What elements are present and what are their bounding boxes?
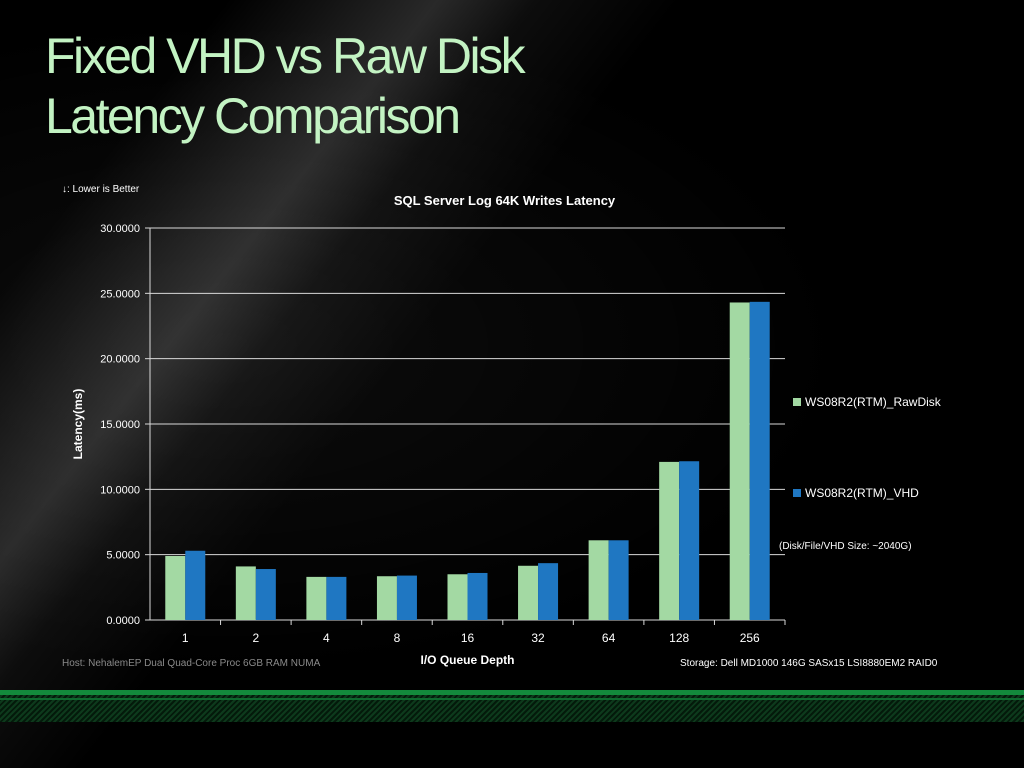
bar-rawdisk: [659, 461, 680, 620]
bar-vhd: [608, 540, 629, 620]
bar-rawdisk: [306, 576, 327, 620]
host-note: Host: NehalemEP Dual Quad-Core Proc 6GB …: [62, 658, 321, 669]
disk-size-note: (Disk/File/VHD Size: ~2040G): [779, 541, 912, 552]
slide-title-line1: Fixed VHD vs Raw Disk: [45, 28, 526, 84]
x-axis-label: I/O Queue Depth: [420, 653, 514, 667]
y-axis-label: Latency(ms): [71, 389, 85, 460]
x-tick-label: 128: [669, 631, 689, 645]
x-tick-label: 4: [323, 631, 330, 645]
bar-rawdisk: [729, 302, 750, 620]
footer-band: [0, 690, 1024, 722]
slide-title: Fixed VHD vs Raw Disk Latency Comparison: [45, 26, 526, 146]
x-tick-label: 32: [531, 631, 545, 645]
x-tick-label: 2: [252, 631, 259, 645]
lower-is-better-note: ↓: Lower is Better: [62, 184, 140, 195]
footer-line: [0, 690, 1024, 695]
slide-title-line2: Latency Comparison: [45, 88, 461, 144]
y-tick-label: 15.0000: [100, 419, 140, 431]
y-tick-label: 25.0000: [100, 288, 140, 300]
x-tick-label: 256: [740, 631, 760, 645]
bar-rawdisk: [235, 566, 256, 620]
bar-rawdisk: [518, 565, 539, 620]
bar-vhd: [396, 575, 417, 620]
bar-rawdisk: [376, 576, 397, 620]
bar-vhd: [185, 550, 206, 620]
bar-vhd: [538, 563, 559, 620]
y-tick-label: 30.0000: [100, 223, 140, 235]
bar-vhd: [326, 576, 347, 620]
bar-rawdisk: [447, 574, 468, 620]
storage-note: Storage: Dell MD1000 146G SASx15 LSI8880…: [680, 658, 938, 669]
x-tick-label: 8: [394, 631, 401, 645]
chart-title: SQL Server Log 64K Writes Latency: [394, 193, 616, 208]
bar-vhd: [467, 572, 488, 620]
legend-label: WS08R2(RTM)_VHD: [805, 486, 919, 500]
x-tick-label: 1: [182, 631, 189, 645]
footer-line-thin: [0, 698, 1024, 700]
x-tick-label: 16: [461, 631, 475, 645]
y-tick-label: 5.0000: [106, 550, 140, 562]
bar-rawdisk: [588, 540, 609, 620]
y-tick-label: 20.0000: [100, 354, 140, 366]
bar-vhd: [679, 461, 700, 620]
y-tick-label: 10.0000: [100, 484, 140, 496]
y-tick-label: 0.0000: [106, 615, 140, 627]
legend-label: WS08R2(RTM)_RawDisk: [805, 395, 942, 409]
bar-vhd: [749, 301, 770, 620]
bar-rawdisk: [165, 555, 186, 620]
bar-vhd: [255, 569, 276, 620]
legend-swatch: [793, 489, 801, 497]
x-tick-label: 64: [602, 631, 616, 645]
legend-swatch: [793, 398, 801, 406]
